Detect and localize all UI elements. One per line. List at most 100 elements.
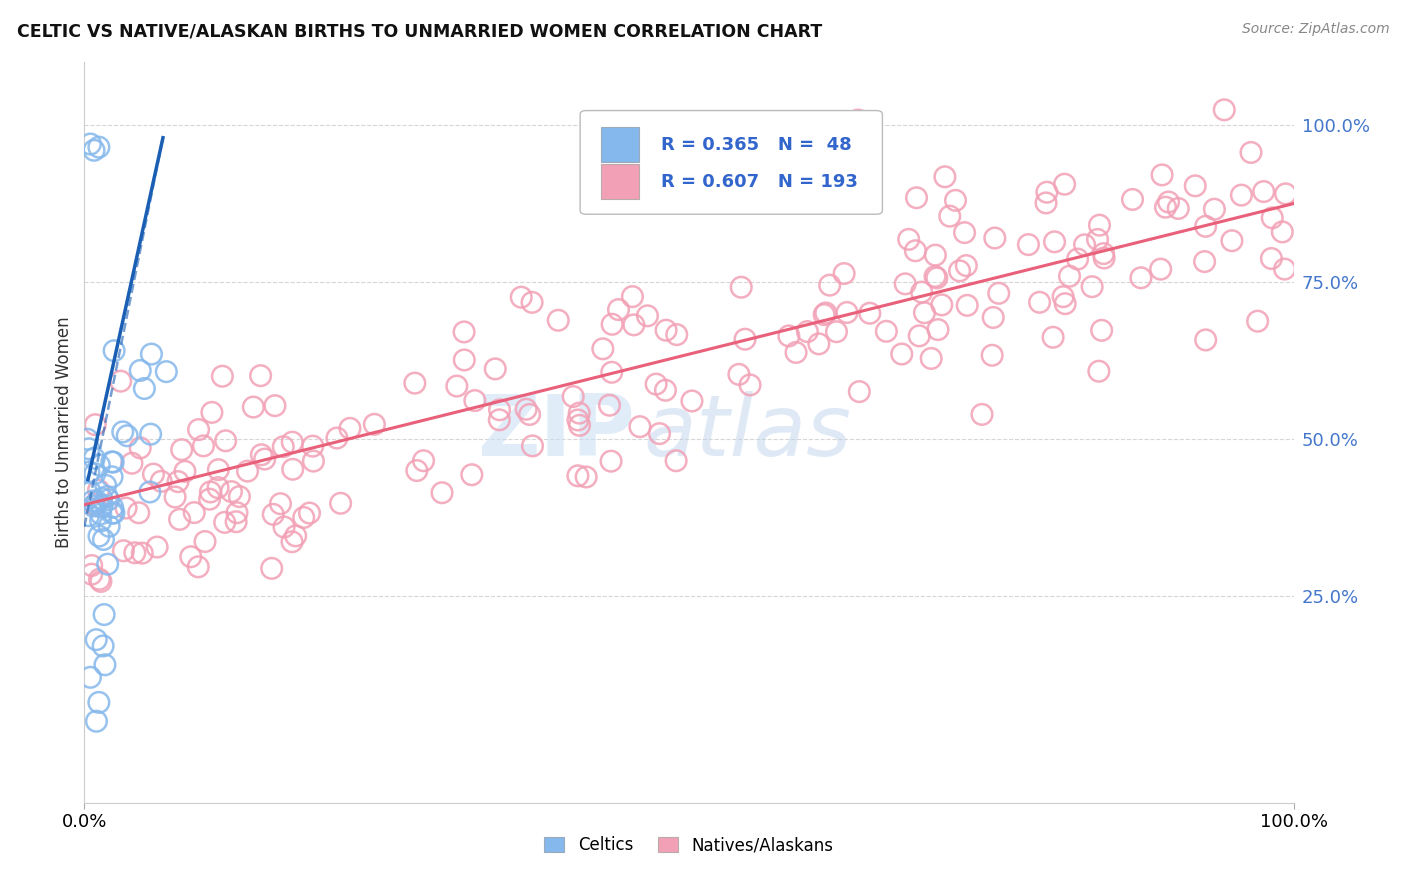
Point	[1154, 200, 1177, 214]
Point	[83, 143, 105, 157]
Point	[600, 365, 623, 379]
Point	[875, 324, 897, 338]
Point	[228, 490, 250, 504]
Point	[339, 421, 361, 435]
Point	[139, 485, 162, 500]
Point	[1129, 270, 1152, 285]
Point	[298, 506, 321, 520]
Point	[207, 481, 229, 495]
Point	[953, 226, 976, 240]
Point	[87, 695, 110, 709]
Point	[121, 456, 143, 470]
Point	[87, 483, 110, 498]
Point	[1088, 364, 1111, 378]
Point	[1194, 219, 1216, 234]
Point	[681, 394, 703, 409]
Point	[645, 377, 668, 392]
Point	[813, 308, 835, 322]
Point	[83, 451, 105, 466]
Point	[970, 408, 993, 422]
Point	[636, 309, 658, 323]
Point	[1017, 237, 1039, 252]
Point	[648, 426, 671, 441]
Point	[363, 417, 385, 432]
Point	[101, 500, 124, 515]
Point	[1152, 168, 1174, 182]
Point	[1150, 262, 1173, 277]
Point	[981, 310, 1004, 325]
Point	[273, 520, 295, 534]
Point	[187, 423, 209, 437]
Point	[281, 462, 304, 476]
Point	[146, 540, 169, 554]
Point	[785, 345, 807, 359]
Point	[129, 363, 152, 377]
Point	[165, 490, 187, 504]
Point	[281, 534, 304, 549]
Point	[302, 454, 325, 468]
Text: ZIP: ZIP	[477, 391, 634, 475]
Point	[848, 384, 870, 399]
Point	[520, 295, 543, 310]
Point	[250, 448, 273, 462]
Point	[260, 561, 283, 575]
Point	[77, 508, 100, 523]
Point	[1274, 186, 1296, 201]
Point	[1043, 235, 1066, 249]
Point	[91, 499, 114, 513]
Point	[271, 440, 294, 454]
Point	[90, 500, 112, 515]
Point	[1059, 269, 1081, 284]
Point	[1195, 333, 1218, 347]
Point	[110, 374, 132, 388]
Point	[910, 285, 932, 299]
Point	[446, 379, 468, 393]
Point	[89, 572, 111, 586]
Point	[1052, 290, 1074, 304]
Point	[1092, 251, 1115, 265]
Point	[141, 347, 163, 361]
Point	[568, 418, 591, 433]
Point	[1091, 323, 1114, 337]
Point	[79, 485, 101, 500]
Point	[894, 277, 917, 291]
Point	[1028, 295, 1050, 310]
Point	[97, 557, 120, 571]
Point	[488, 402, 510, 417]
FancyBboxPatch shape	[600, 127, 640, 162]
Point	[623, 318, 645, 332]
Point	[984, 231, 1007, 245]
Point	[225, 515, 247, 529]
Point	[1157, 194, 1180, 209]
Point	[430, 485, 453, 500]
Point	[112, 543, 135, 558]
Point	[924, 269, 946, 284]
Point	[859, 306, 882, 320]
Point	[96, 490, 118, 504]
Point	[97, 492, 120, 507]
Point	[183, 506, 205, 520]
Point	[987, 286, 1010, 301]
Point	[628, 419, 651, 434]
Point	[956, 298, 979, 312]
Point	[955, 259, 977, 273]
Point	[129, 441, 152, 455]
Point	[453, 353, 475, 368]
Point	[180, 549, 202, 564]
Point	[103, 455, 125, 469]
Point	[115, 429, 138, 443]
Point	[326, 431, 349, 445]
Point	[94, 478, 117, 492]
Point	[167, 475, 190, 489]
Text: CELTIC VS NATIVE/ALASKAN BIRTHS TO UNMARRIED WOMEN CORRELATION CHART: CELTIC VS NATIVE/ALASKAN BIRTHS TO UNMAR…	[17, 22, 823, 40]
Point	[924, 248, 946, 262]
Point	[1246, 314, 1268, 328]
Point	[124, 546, 146, 560]
Point	[301, 439, 323, 453]
Point	[404, 376, 426, 391]
Point	[90, 574, 112, 589]
Point	[1088, 218, 1111, 232]
Point	[82, 494, 104, 508]
Point	[738, 378, 761, 392]
Point	[211, 369, 233, 384]
